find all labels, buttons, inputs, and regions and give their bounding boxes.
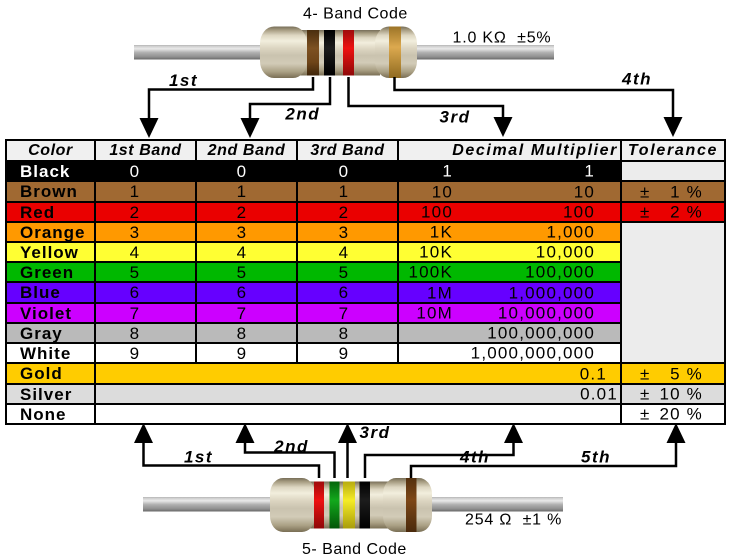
svg-text:1.0 KΩ ±5%: 1.0 KΩ ±5% <box>453 30 552 47</box>
svg-text:2nd: 2nd <box>273 437 309 456</box>
svg-text:4th: 4th <box>459 448 490 467</box>
svg-text:1st: 1st <box>184 448 213 467</box>
svg-text:254 Ω ±1 %: 254 Ω ±1 % <box>465 512 562 529</box>
svg-text:4th: 4th <box>621 70 652 89</box>
svg-text:5th: 5th <box>581 448 611 467</box>
svg-text:2nd: 2nd <box>284 105 320 124</box>
svg-text:5- Band Code: 5- Band Code <box>302 541 407 558</box>
svg-text:3rd: 3rd <box>360 423 391 442</box>
svg-text:1st: 1st <box>169 71 198 90</box>
svg-text:3rd: 3rd <box>440 108 471 127</box>
svg-text:4- Band Code: 4- Band Code <box>303 6 408 23</box>
